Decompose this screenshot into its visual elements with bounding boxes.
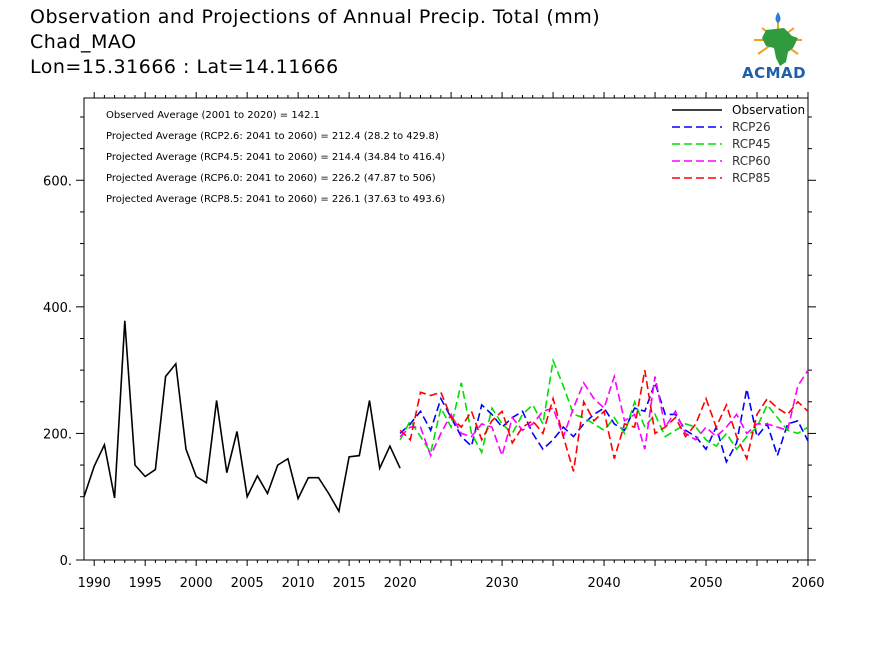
series-line-rcp45: [399, 357, 809, 455]
coordinates: Lon=15.31666 : Lat=14.11666: [30, 56, 339, 78]
x-tick-label: 2060: [791, 576, 824, 591]
x-tick-label: 2050: [689, 576, 722, 591]
legend-label: RCP60: [732, 154, 771, 168]
y-tick-label: 200.: [43, 427, 72, 442]
annotation-text: Projected Average (RCP8.5: 2041 to 2060)…: [106, 194, 445, 205]
x-tick-label: 1995: [129, 576, 162, 591]
legend-label: RCP45: [732, 137, 771, 151]
series-line-observation: [83, 320, 401, 514]
chart-title: Observation and Projections of Annual Pr…: [30, 6, 601, 28]
x-tick-label: 2040: [588, 576, 621, 591]
acmad-logo-icon: [754, 12, 802, 66]
legend-label: RCP26: [732, 120, 771, 134]
x-tick-label: 2015: [333, 576, 366, 591]
legend-label: RCP85: [732, 171, 771, 185]
series-line-rcp85: [399, 369, 809, 472]
y-tick-label: 0.: [60, 554, 72, 569]
legend-label: Observation: [732, 103, 805, 117]
x-tick-label: 1990: [78, 576, 111, 591]
x-tick-label: 2005: [231, 576, 264, 591]
annotation-text: Projected Average (RCP4.5: 2041 to 2060)…: [106, 152, 445, 163]
annotation-text: Observed Average (2001 to 2020) = 142.1: [106, 110, 320, 121]
x-tick-label: 2020: [384, 576, 417, 591]
station-name: Chad_MAO: [30, 31, 137, 53]
annotation-text: Projected Average (RCP6.0: 2041 to 2060)…: [106, 173, 436, 184]
x-tick-label: 2030: [486, 576, 519, 591]
logo-text: ACMAD: [742, 64, 807, 82]
series-line-rcp26: [399, 380, 809, 464]
annotation-text: Projected Average (RCP2.6: 2041 to 2060)…: [106, 131, 439, 142]
plot-frame: [83, 97, 809, 561]
y-tick-label: 600.: [43, 174, 72, 189]
x-tick-label: 2010: [282, 576, 315, 591]
y-tick-label: 400.: [43, 301, 72, 316]
x-tick-label: 2000: [180, 576, 213, 591]
